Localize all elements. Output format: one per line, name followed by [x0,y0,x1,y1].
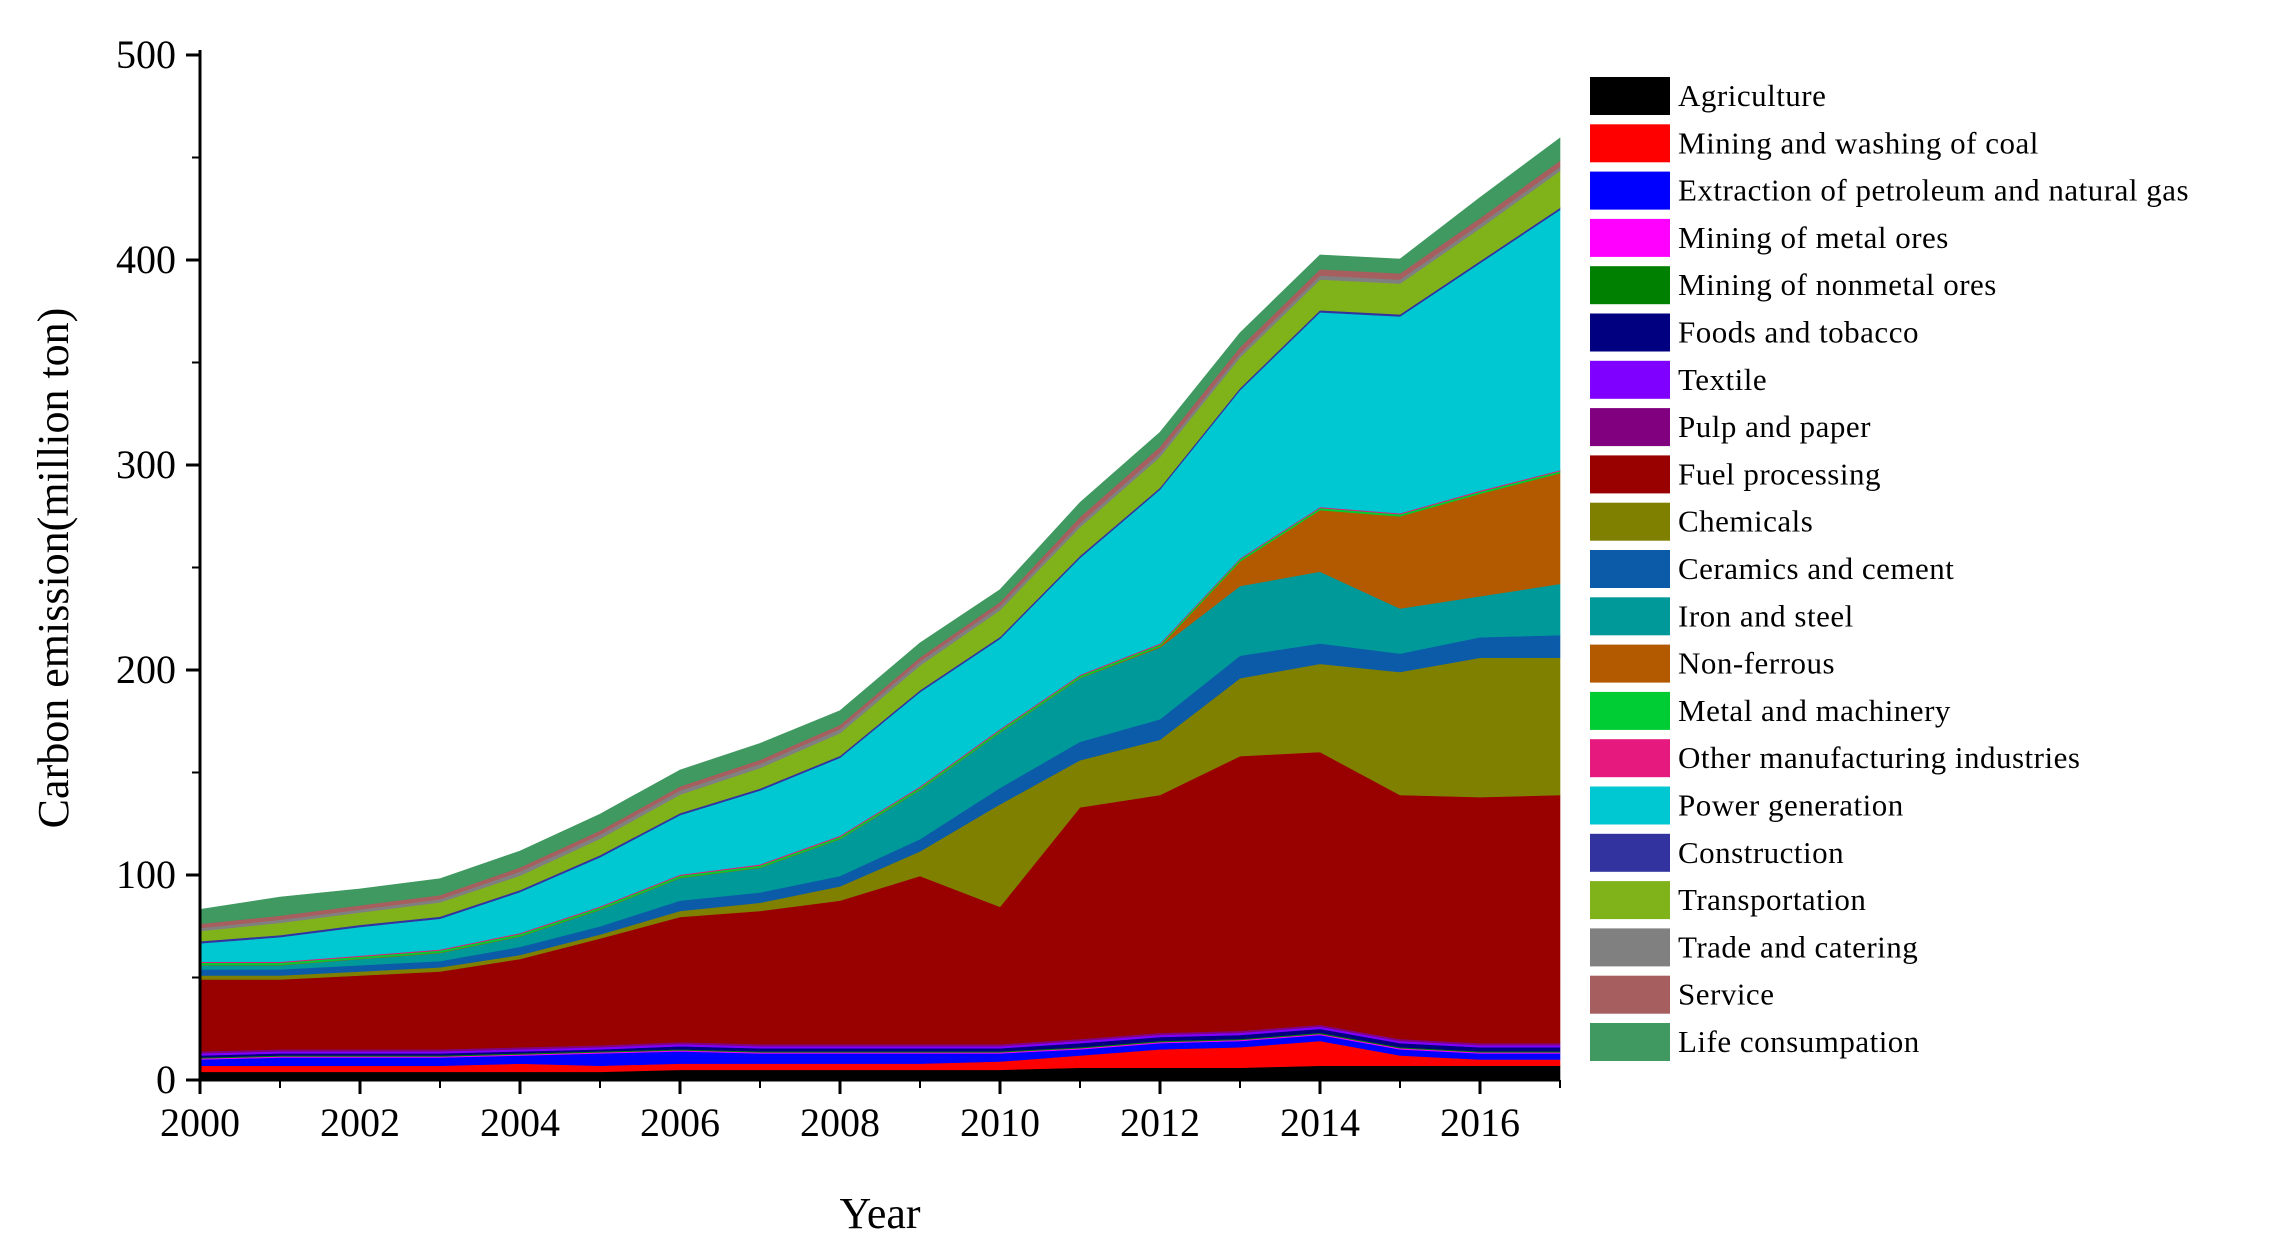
legend-item-trade-and-catering: Trade and catering [1590,928,1918,967]
legend-label: Extraction of petroleum and natural gas [1678,173,2189,208]
areas-layer [199,137,1561,1081]
legend-item-life-consumpation: Life consumpation [1590,1023,1920,1061]
legend-label: Construction [1678,835,1844,870]
legend-label: Agriculture [1678,78,1826,113]
x-tick-label: 2008 [800,1100,880,1145]
legend-label: Iron and steel [1678,598,1854,633]
ticks-layer: 0 100 200 300 400 500 2000 2002 2004 2006 2008 2010… [116,32,1561,1145]
legend-swatch [1590,360,1670,399]
legend-item-mining-of-metal-ores: Mining of metal ores [1590,218,1949,257]
legend-swatch [1590,644,1670,683]
y-tick-label: 0 [156,1057,176,1102]
axes-layer [198,50,1560,1082]
legend-item-mining-of-nonmetal-ores: Mining of nonmetal ores [1590,266,1997,305]
legend-item-power-generation: Power generation [1590,786,1904,825]
legend-label: Non-ferrous [1678,646,1835,681]
legend-item-iron-and-steel: Iron and steel [1590,597,1854,636]
legend-label: Textile [1678,362,1767,397]
x-tick-label: 2004 [480,1100,560,1145]
y-axis-title: Carbon emission(million ton) [29,308,78,829]
legend-item-transportation: Transportation [1590,881,1866,920]
legend-label: Mining and washing of coal [1678,125,2039,160]
legend-label: Fuel processing [1678,456,1881,491]
legend-swatch [1590,218,1670,257]
legend-label: Other manufacturing industries [1678,740,2080,775]
legend-swatch [1590,975,1670,1014]
legend-swatch [1590,739,1670,778]
legend-item-construction: Construction [1590,833,1844,872]
legend-label: Service [1678,977,1774,1012]
legend-swatch [1590,455,1670,494]
legend-label: Metal and machinery [1678,693,1951,728]
legend-item-extraction-of-petroleum-and-natural-gas: Extraction of petroleum and natural gas [1590,171,2189,210]
legend-label: Foods and tobacco [1678,315,1919,350]
legend-swatch [1590,881,1670,920]
x-tick-label: 2000 [160,1100,240,1145]
legend-item-chemicals: Chemicals [1590,502,1813,541]
legend-swatch [1590,550,1670,588]
legend-label: Mining of nonmetal ores [1678,267,1997,302]
x-tick-label: 2016 [1440,1100,1520,1145]
legend-swatch [1590,408,1670,447]
legend-item-mining-and-washing-of-coal: Mining and washing of coal [1590,124,2039,163]
x-tick-label: 2006 [640,1100,720,1145]
legend-swatch [1590,171,1670,210]
legend-swatch [1590,266,1670,305]
legend-label: Ceramics and cement [1678,551,1954,586]
legend-swatch [1590,833,1670,872]
legend-swatch [1590,313,1670,352]
x-tick-label: 2010 [960,1100,1040,1145]
legend-swatch [1590,691,1670,730]
legend-item-agriculture: Agriculture [1590,77,1826,115]
legend-label: Pulp and paper [1678,409,1871,444]
legend-item-other-manufacturing-industries: Other manufacturing industries [1590,739,2080,778]
legend-swatch [1590,124,1670,163]
x-axis-title: Year [839,1189,920,1238]
y-tick-label: 300 [116,442,176,487]
y-tick-label: 400 [116,237,176,282]
legend-item-fuel-processing: Fuel processing [1590,455,1881,494]
legend-item-textile: Textile [1590,360,1767,399]
legend-swatch [1590,597,1670,636]
legend-swatch [1590,786,1670,825]
legend-item-service: Service [1590,975,1774,1014]
legend-item-non-ferrous: Non-ferrous [1590,644,1835,683]
y-tick-label: 500 [116,32,176,77]
legend-item-pulp-and-paper: Pulp and paper [1590,408,1871,447]
legend-swatch [1590,502,1670,541]
x-tick-label: 2002 [320,1100,400,1145]
legend-swatch [1590,77,1670,115]
legend-label: Trade and catering [1678,929,1918,964]
x-tick-label: 2012 [1120,1100,1200,1145]
legend-label: Transportation [1678,882,1866,917]
legend-item-foods-and-tobacco: Foods and tobacco [1590,313,1919,352]
x-tick-label: 2014 [1280,1100,1360,1145]
legend: Agriculture Mining and washing of coal Ext… [1590,77,2189,1061]
y-tick-label: 100 [116,852,176,897]
legend-label: Life consumpation [1678,1024,1920,1059]
legend-label: Mining of metal ores [1678,220,1949,255]
legend-item-metal-and-machinery: Metal and machinery [1590,691,1951,730]
legend-swatch [1590,1023,1670,1061]
legend-label: Chemicals [1678,504,1813,539]
y-tick-label: 200 [116,647,176,692]
legend-swatch [1590,928,1670,967]
legend-label: Power generation [1678,788,1904,823]
legend-item-ceramics-and-cement: Ceramics and cement [1590,550,1954,588]
area-life-consumpation [199,137,1561,925]
